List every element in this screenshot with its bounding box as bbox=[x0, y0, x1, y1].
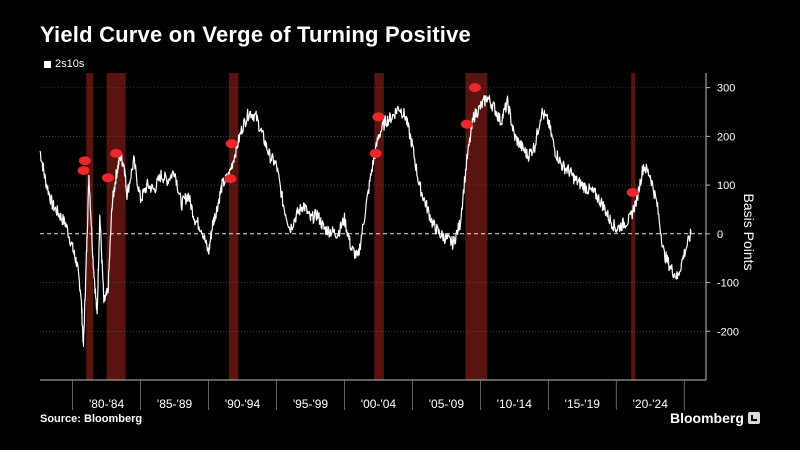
x-tick-label: '95-'99 bbox=[293, 397, 329, 411]
recession-marker bbox=[225, 139, 238, 149]
series-layer bbox=[39, 94, 692, 347]
recession-band bbox=[374, 73, 384, 380]
chart-badge-icon bbox=[747, 412, 760, 424]
x-tick-label: '00-'04 bbox=[361, 397, 397, 411]
source-note: Source: Bloomberg bbox=[40, 413, 143, 425]
recession-marker-icon bbox=[225, 139, 238, 149]
recession-marker-icon bbox=[78, 156, 91, 166]
y-tick-label: 0 bbox=[717, 229, 723, 241]
recession-marker-icon bbox=[224, 174, 237, 184]
x-tick-label: '15-'19 bbox=[565, 397, 601, 411]
recession-marker-icon bbox=[626, 187, 639, 197]
y-tick-label: -200 bbox=[717, 326, 739, 338]
gridlines bbox=[40, 87, 706, 332]
recession-marker bbox=[101, 173, 114, 183]
recession-band bbox=[631, 73, 636, 380]
recession-band bbox=[465, 73, 488, 380]
recession-marker-icon bbox=[110, 148, 123, 158]
recession-markers bbox=[77, 83, 639, 197]
y-axis-label: Basis Points bbox=[741, 193, 757, 270]
recession-band bbox=[106, 73, 126, 380]
recession-marker bbox=[468, 83, 481, 93]
y-tick-label: 100 bbox=[717, 180, 735, 192]
y-tick-label: 200 bbox=[717, 131, 735, 143]
x-tick-label: '85-'89 bbox=[157, 397, 193, 411]
brand-name: Bloomberg bbox=[670, 410, 744, 426]
x-tick-label: '05-'09 bbox=[429, 397, 465, 411]
series-line-2s10s bbox=[39, 94, 692, 347]
legend-label: 2s10s bbox=[55, 58, 85, 70]
recession-marker bbox=[78, 156, 91, 166]
y-tick-label: -100 bbox=[717, 278, 739, 290]
recession-marker bbox=[77, 165, 90, 175]
legend: 2s10s bbox=[44, 58, 84, 70]
y-tick-label: 300 bbox=[717, 83, 735, 95]
recession-marker-icon bbox=[460, 119, 473, 129]
recession-bands bbox=[86, 73, 636, 380]
bloomberg-logo: Bloomberg bbox=[670, 410, 760, 426]
recession-band bbox=[228, 73, 239, 380]
x-tick-label: '10-'14 bbox=[497, 397, 533, 411]
legend-swatch bbox=[44, 60, 51, 68]
recession-marker-icon bbox=[77, 165, 90, 175]
recession-marker-icon bbox=[372, 112, 385, 122]
recession-marker-icon bbox=[369, 148, 382, 158]
recession-marker bbox=[224, 174, 237, 184]
x-tick-label: '20-'24 bbox=[633, 397, 669, 411]
recession-marker bbox=[460, 119, 473, 129]
x-tick-label: '90-'94 bbox=[225, 397, 261, 411]
x-tick-label: '80-'84 bbox=[89, 397, 125, 411]
recession-marker bbox=[110, 148, 123, 158]
axes: 300 200 100 0 -100 -200 '80-'84 '85-'89 '90-'94 '… bbox=[40, 73, 739, 411]
recession-marker-icon bbox=[468, 83, 481, 93]
recession-marker bbox=[372, 112, 385, 122]
recession-marker bbox=[626, 187, 639, 197]
chart-title: Yield Curve on Verge of Turning Positive bbox=[40, 22, 471, 47]
recession-marker bbox=[369, 148, 382, 158]
recession-band bbox=[86, 73, 94, 380]
recession-marker-icon bbox=[101, 173, 114, 183]
